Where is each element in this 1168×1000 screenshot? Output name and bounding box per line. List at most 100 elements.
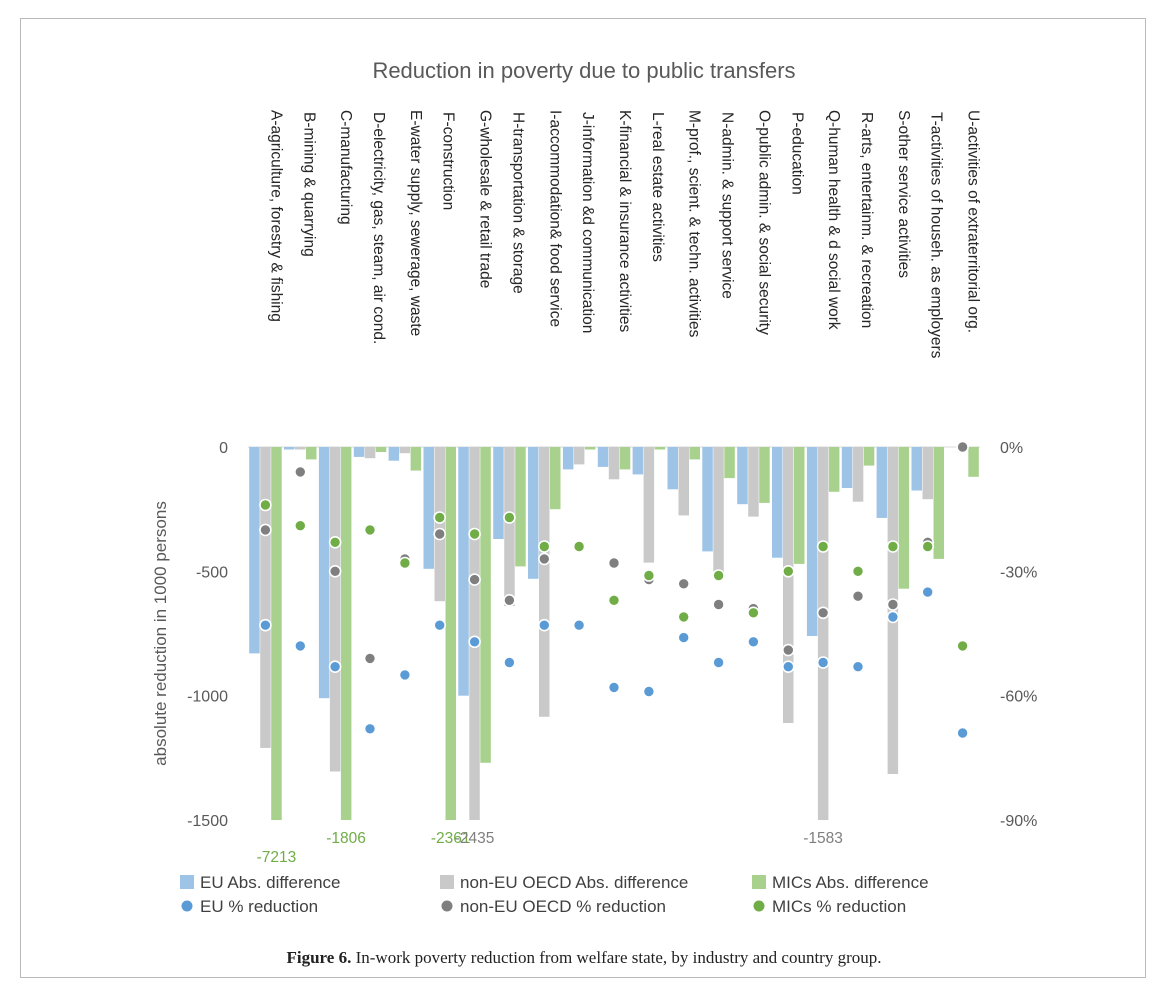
bar — [667, 447, 678, 490]
y2-tick-label: -30% — [1000, 564, 1037, 581]
point-marker — [956, 440, 969, 454]
bar — [271, 447, 282, 820]
point-marker — [677, 577, 691, 591]
point-marker — [572, 618, 586, 632]
legend-label: EU % reduction — [200, 897, 318, 916]
point-marker — [816, 606, 830, 620]
y-tick-label: -1000 — [187, 689, 228, 706]
bar — [748, 447, 759, 517]
bar — [794, 447, 805, 564]
point-marker — [886, 540, 900, 553]
caption-label: Figure 6. — [286, 948, 352, 967]
point-marker — [537, 618, 551, 632]
bar — [515, 447, 526, 567]
point-marker — [956, 639, 969, 653]
bar — [364, 447, 376, 459]
bar — [689, 447, 700, 460]
category-label: N-admin. & support service — [719, 112, 736, 299]
point-marker — [747, 635, 760, 649]
bar — [295, 447, 306, 450]
clipped-value-label: -7213 — [257, 849, 297, 866]
bar — [678, 447, 689, 516]
category-label: R-arts, entertainm. & recreation — [858, 112, 875, 328]
point-marker — [642, 685, 656, 698]
bar — [469, 447, 480, 820]
bar — [249, 447, 260, 654]
legend-label: MICs % reduction — [772, 897, 906, 916]
clipped-value-label: -2435 — [455, 830, 495, 847]
bar — [922, 447, 933, 500]
y-axis-label: absolute reduction in 1000 persons — [151, 501, 170, 766]
bar — [375, 447, 387, 452]
bar — [852, 447, 864, 502]
bar — [539, 447, 550, 717]
bar — [550, 447, 561, 510]
bar — [562, 447, 574, 470]
category-label: A-agriculture, forestry & fishing — [267, 110, 284, 322]
legend-marker — [440, 899, 454, 913]
point-marker — [747, 606, 760, 620]
bar — [863, 447, 875, 466]
bar — [737, 447, 748, 505]
point-marker — [363, 523, 377, 537]
point-marker — [293, 639, 307, 653]
category-label: D-electricity, gas, steam, air cond. — [370, 112, 387, 344]
bar — [340, 447, 352, 820]
category-label: O-public admin. & social security — [755, 110, 772, 335]
bar — [713, 447, 724, 579]
bar — [434, 447, 445, 602]
y2-tick-label: 0% — [1000, 440, 1023, 457]
point-marker — [363, 722, 377, 736]
legend: EU Abs. difference non-EU OECD Abs. diffe… — [180, 873, 929, 916]
point-marker — [712, 569, 725, 582]
legend-label: MICs Abs. difference — [772, 873, 929, 892]
point-marker — [712, 656, 725, 669]
bar — [772, 447, 783, 558]
point-marker — [328, 564, 342, 578]
bar — [817, 447, 829, 820]
bar — [643, 447, 655, 563]
category-label: C-manufacturing — [337, 110, 354, 225]
legend-label: non-EU OECD Abs. difference — [460, 873, 688, 892]
bar — [828, 447, 840, 492]
point-marker — [677, 631, 691, 644]
y-tick-label: 0 — [219, 440, 228, 457]
bar — [608, 447, 620, 480]
point-marker — [781, 660, 795, 674]
bar — [702, 447, 713, 552]
point-marker — [921, 585, 935, 599]
point-marker — [956, 726, 969, 740]
axes: 0 -500 -1000 -1500 0% -30% -60% -90% absolute re… — [151, 440, 1037, 830]
bar — [423, 447, 434, 569]
category-label: P-education — [788, 112, 805, 195]
bar — [480, 447, 491, 763]
legend-label: EU Abs. difference — [200, 873, 341, 892]
bar — [260, 447, 271, 748]
point-marker — [642, 569, 656, 582]
point-marker — [816, 540, 830, 553]
category-label: B-mining & quarrying — [300, 112, 317, 257]
point-marker — [468, 573, 481, 586]
point-marker — [851, 660, 865, 674]
bar — [528, 447, 539, 579]
category-label: L-real estate activities — [649, 112, 666, 262]
category-label: Q-human health & d social work — [825, 110, 842, 330]
y-tick-label: -1500 — [187, 813, 228, 830]
y2-tick-label: -90% — [1000, 813, 1037, 830]
category-label: J-information &d communication — [579, 112, 596, 333]
bar — [806, 447, 818, 636]
category-label: F-construction — [440, 112, 457, 210]
bar — [898, 447, 910, 589]
point-marker — [886, 610, 900, 624]
category-label: U-activities of extraterritorial org. — [965, 110, 982, 333]
point-marker — [433, 511, 447, 524]
bar — [573, 447, 585, 465]
point-marker — [851, 589, 865, 603]
point-marker — [328, 535, 342, 549]
category-label: M-prof., scient. & techn. activities — [686, 110, 703, 338]
bar — [318, 447, 330, 699]
point-marker — [607, 593, 621, 607]
point-marker — [607, 681, 621, 694]
point-marker — [259, 523, 272, 537]
caption-text: In-work poverty reduction from welfare s… — [351, 948, 882, 967]
